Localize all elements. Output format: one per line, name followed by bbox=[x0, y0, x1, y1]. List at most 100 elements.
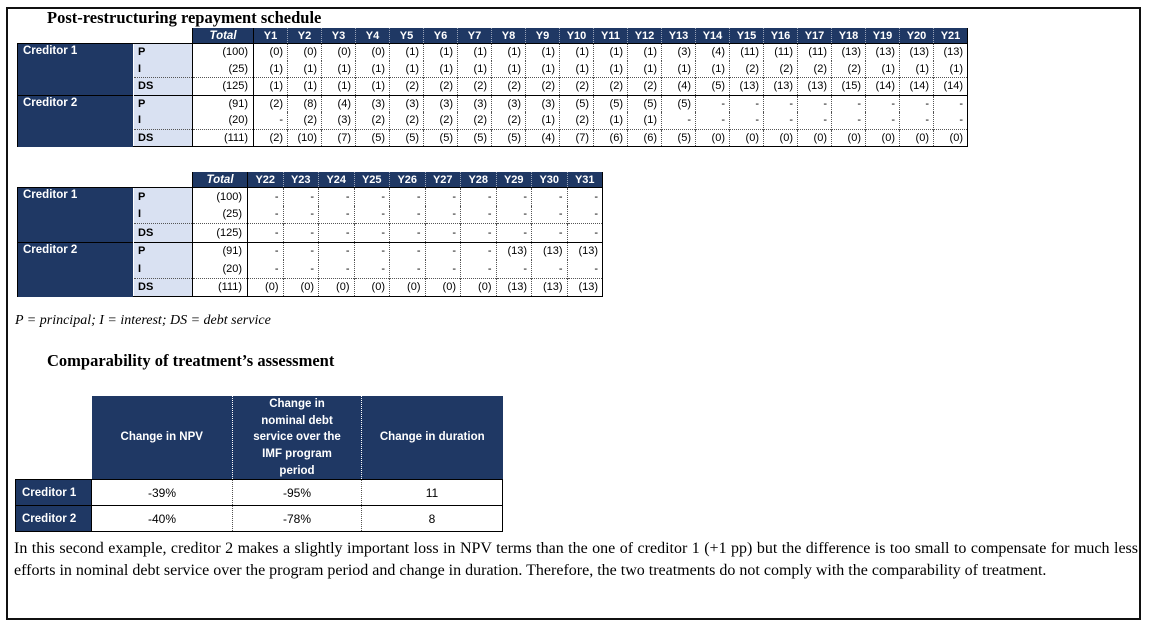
year-value-cell: (0) bbox=[899, 128, 934, 147]
creditor-label: Creditor 1 bbox=[15, 479, 92, 507]
year-value-cell: (0) bbox=[355, 43, 390, 61]
year-value-cell: - bbox=[460, 205, 496, 224]
year-value-cell: - bbox=[531, 205, 567, 224]
total-column-header: Total bbox=[192, 172, 248, 188]
year-column-header: Y13 bbox=[661, 28, 696, 44]
year-value-cell: - bbox=[247, 260, 283, 278]
year-value-cell: (2) bbox=[389, 77, 424, 95]
year-value-cell: (2) bbox=[627, 77, 662, 95]
header-spacer bbox=[17, 28, 193, 44]
row-type-label: P bbox=[133, 43, 193, 61]
total-value-cell: (25) bbox=[192, 205, 248, 224]
year-value-cell: (0) bbox=[763, 128, 798, 147]
year-value-cell: (5) bbox=[355, 128, 390, 147]
year-value-cell: (0) bbox=[247, 277, 283, 297]
year-value-cell: - bbox=[318, 205, 354, 224]
year-column-header: Y2 bbox=[287, 28, 322, 44]
year-value-cell: - bbox=[460, 260, 496, 278]
year-value-cell: - bbox=[495, 187, 532, 206]
year-value-cell: (0) bbox=[353, 277, 390, 297]
year-value-cell: - bbox=[531, 223, 567, 242]
year-value-cell: (5) bbox=[423, 128, 458, 147]
schedule-data-row: I (20) - (2) (3) (2) (2) (2) (2) (2) (1) (2) (1) (1) -… bbox=[18, 112, 968, 129]
year-value-cell: (0) bbox=[797, 128, 832, 147]
comparability-header-nominal-debt-service: Change in nominal debt service over the … bbox=[232, 396, 362, 480]
year-value-cell: - bbox=[247, 205, 283, 224]
schedule-data-row: Creditor 2 P (91) - - - - - - - (13) (13) (13) bbox=[17, 241, 603, 297]
year-value-cell: (2) bbox=[729, 60, 764, 78]
year-value-cell: (0) bbox=[695, 128, 730, 147]
year-value-cell: - bbox=[831, 94, 866, 112]
year-value-cell: (13) bbox=[899, 43, 934, 61]
schedule-data-row: DS (125) (1) (1) (1) (1) (2) (2) (2) (2) (2) (2) (2)… bbox=[18, 77, 968, 95]
year-value-cell: - bbox=[318, 223, 354, 242]
year-value-cell: - bbox=[460, 187, 496, 206]
year-column-header: Y3 bbox=[321, 28, 356, 44]
year-value-cell: - bbox=[247, 187, 283, 206]
year-value-cell: - bbox=[495, 223, 532, 242]
year-value-cell: (1) bbox=[321, 77, 356, 95]
year-value-cell: (1) bbox=[423, 43, 458, 61]
year-value-cell: (2) bbox=[559, 77, 594, 95]
year-value-cell: (1) bbox=[355, 77, 390, 95]
year-value-cell: (1) bbox=[389, 43, 424, 61]
year-value-cell: - bbox=[424, 260, 461, 278]
year-value-cell: - bbox=[695, 112, 730, 129]
year-value-cell: (1) bbox=[695, 60, 730, 78]
year-value-cell: (15) bbox=[831, 77, 866, 95]
row-type-label: I bbox=[133, 112, 193, 129]
year-value-cell: (1) bbox=[389, 60, 424, 78]
year-value-cell: - bbox=[531, 187, 567, 206]
total-value-cell: (25) bbox=[192, 60, 254, 78]
year-value-cell: - bbox=[424, 187, 461, 206]
year-value-cell: (4) bbox=[695, 43, 730, 61]
year-value-cell: (1) bbox=[321, 60, 356, 78]
year-value-cell: (0) bbox=[253, 43, 288, 61]
total-column-header: Total bbox=[192, 28, 254, 44]
year-value-cell: (1) bbox=[627, 43, 662, 61]
row-type-label: DS bbox=[133, 277, 193, 297]
year-value-cell: - bbox=[282, 260, 319, 278]
year-value-cell: - bbox=[253, 112, 288, 129]
comparability-section-title: Comparability of treatment’s assessment bbox=[47, 351, 335, 370]
year-value-cell: (0) bbox=[321, 43, 356, 61]
value-cell: -39% bbox=[91, 479, 233, 507]
year-column-header: Y31 bbox=[566, 172, 603, 188]
year-value-cell: (13) bbox=[531, 277, 567, 297]
total-value-cell: (20) bbox=[192, 112, 254, 129]
year-value-cell: (13) bbox=[495, 241, 532, 260]
year-value-cell: - bbox=[661, 112, 696, 129]
year-value-cell: (1) bbox=[253, 60, 288, 78]
year-value-cell: (11) bbox=[797, 43, 832, 61]
year-value-cell: (1) bbox=[457, 60, 492, 78]
year-value-cell: (5) bbox=[627, 94, 662, 112]
year-value-cell: - bbox=[566, 223, 603, 242]
year-value-cell: (3) bbox=[661, 43, 696, 61]
year-column-header: Y16 bbox=[763, 28, 798, 44]
year-value-cell: (1) bbox=[627, 112, 662, 129]
year-column-header: Y26 bbox=[389, 172, 425, 188]
year-value-cell: - bbox=[282, 223, 319, 242]
year-value-cell: (2) bbox=[253, 128, 288, 147]
year-column-header: Y12 bbox=[627, 28, 662, 44]
year-value-cell: (2) bbox=[423, 77, 458, 95]
year-value-cell: - bbox=[389, 205, 425, 224]
value-cell: 8 bbox=[361, 505, 503, 533]
year-value-cell: (13) bbox=[763, 77, 798, 95]
year-value-cell: (2) bbox=[593, 77, 628, 95]
comparability-header-npv: Change in NPV bbox=[91, 396, 233, 480]
year-value-cell: (2) bbox=[831, 60, 866, 78]
creditor-label: Creditor 1 bbox=[17, 187, 134, 242]
creditor-label: Creditor 2 bbox=[17, 94, 134, 147]
year-column-header: Y27 bbox=[424, 172, 461, 188]
schedule-data-row: Creditor 1 P (100) (0) (0) (0) (0) (1) (1) (1) (1)… bbox=[17, 43, 968, 95]
year-value-cell: (1) bbox=[661, 60, 696, 78]
year-value-cell: (0) bbox=[729, 128, 764, 147]
year-value-cell: - bbox=[933, 112, 968, 129]
header-spacer bbox=[17, 172, 193, 188]
year-value-cell: (1) bbox=[525, 60, 560, 78]
year-value-cell: - bbox=[495, 205, 532, 224]
year-value-cell: - bbox=[318, 241, 354, 260]
row-type-label: DS bbox=[133, 128, 193, 147]
schedule-section-title: Post-restructuring repayment schedule bbox=[47, 8, 322, 27]
